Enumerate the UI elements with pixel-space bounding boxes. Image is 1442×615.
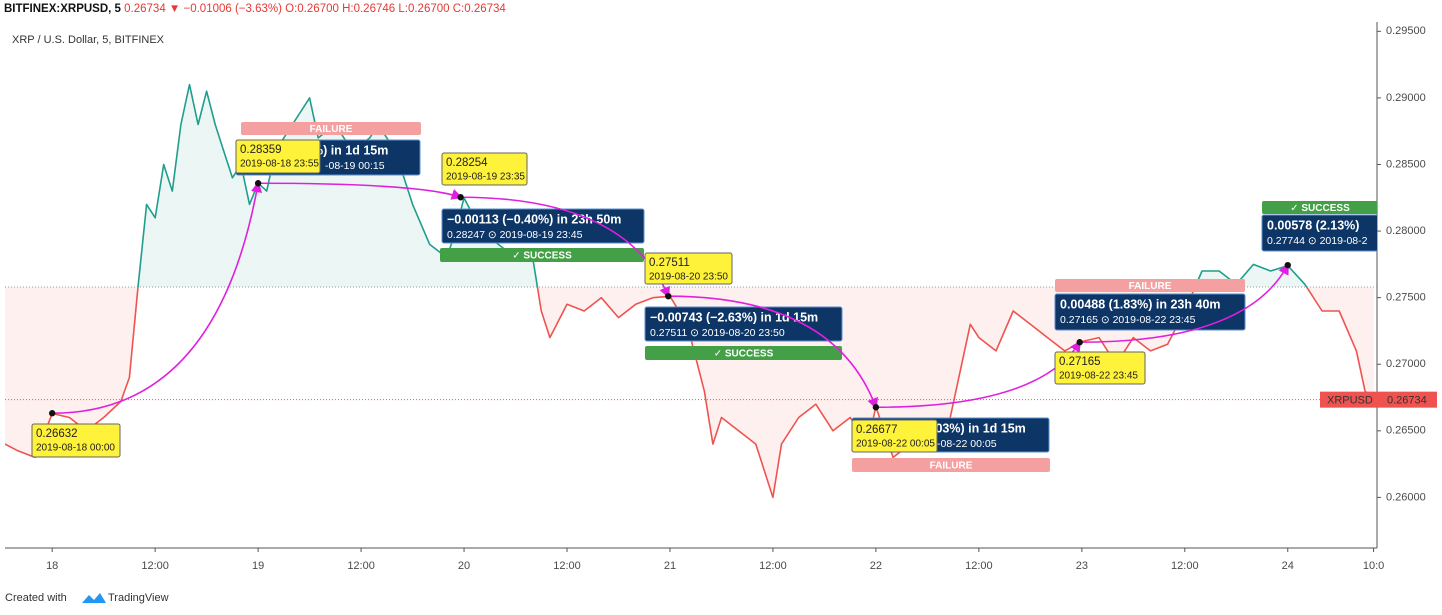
y-tick-label: 0.29000 xyxy=(1386,92,1426,104)
info-line: -08-19 00:15 xyxy=(325,160,385,172)
x-tick-label: 12:00 xyxy=(759,560,787,572)
footer-text: Created with xyxy=(5,592,67,604)
info-line: 0.28247 ⊙ 2019-08-19 23:45 xyxy=(447,229,583,241)
info-box xyxy=(1054,293,1246,331)
series-name: XRPUSD xyxy=(1327,395,1373,407)
header: BITFINEX:XRPUSD, 5 0.26734 ▼ −0.01006 (−… xyxy=(4,3,506,15)
last-price: 0.26734 xyxy=(124,3,166,15)
prediction-arrow xyxy=(1079,263,1289,344)
point-date: 2019-08-20 23:50 xyxy=(649,272,728,283)
plot: FAILURE 3%) in 1d 15m -08-19 00:15 ✓ SUCCES… xyxy=(5,83,1377,499)
point-date: 2019-08-22 00:05 xyxy=(856,439,935,450)
last-value-label: 0.26734 xyxy=(1387,395,1427,407)
x-tick-label: 12:00 xyxy=(1171,560,1199,572)
x-tick-label: 10:0 xyxy=(1363,560,1384,572)
x-tick-label: 22 xyxy=(870,560,882,572)
x-tick-label: 19 xyxy=(252,560,264,572)
point-dot xyxy=(254,180,262,187)
point-label-box xyxy=(851,419,938,453)
result-banner xyxy=(440,248,644,262)
point-label-box xyxy=(644,252,733,285)
result-label: FAILURE xyxy=(930,461,973,472)
info-box xyxy=(1261,214,1377,252)
close: C:0.26734 xyxy=(453,3,507,15)
price-tag xyxy=(1320,391,1437,408)
logo xyxy=(82,593,106,603)
result-label: ✓ SUCCESS xyxy=(714,349,774,360)
point-dot xyxy=(665,292,672,300)
info-line: 3%) in 1d 15m xyxy=(305,143,388,157)
point-price: 0.27165 xyxy=(1059,356,1101,368)
baseline-area xyxy=(5,84,1374,498)
point-price: 0.28359 xyxy=(240,144,282,156)
y-tick-label: 0.28000 xyxy=(1386,225,1426,237)
point-date: 2019-08-18 23:55 xyxy=(240,159,319,170)
axes: 0.26000 0.26500 0.27000 0.27500 0.28000 0.285… xyxy=(46,25,1437,572)
info-line: 0.00578 (2.13%) xyxy=(1267,218,1359,232)
point-dot xyxy=(872,404,880,411)
symbol: BITFINEX:XRPUSD, 5 xyxy=(4,3,122,15)
y-tick-label: 0.29500 xyxy=(1386,25,1426,37)
point-price: 0.26632 xyxy=(36,428,78,440)
change: ▼ −0.01006 (−3.63%) xyxy=(169,3,282,15)
info-box xyxy=(441,208,645,244)
prediction-arrow xyxy=(258,182,463,200)
x-tick-label: 12:00 xyxy=(965,560,993,572)
point-dot xyxy=(1284,261,1291,269)
point-price: 0.27511 xyxy=(649,257,690,269)
prediction-arrow xyxy=(52,181,263,415)
result-banner xyxy=(852,458,1050,472)
point-label-box xyxy=(235,139,321,174)
x-tick-label: 12:00 xyxy=(553,560,581,572)
point-label-box xyxy=(1054,351,1146,385)
footer-brand: TradingView xyxy=(108,592,169,604)
point-date: 2019-08-18 00:00 xyxy=(36,443,115,454)
high: H:0.26746 xyxy=(342,3,395,15)
footer: Created with TradingView xyxy=(5,592,169,604)
point-label-box xyxy=(441,152,528,186)
prediction-arrow xyxy=(668,295,879,410)
x-tick-label: 20 xyxy=(458,560,470,572)
point-date: 2019-08-19 23:35 xyxy=(446,172,525,183)
point-date: 2019-08-22 23:45 xyxy=(1059,371,1138,382)
info-box xyxy=(644,306,843,342)
x-tick-label: 18 xyxy=(46,560,58,572)
info-line: 0.27165 ⊙ 2019-08-22 23:45 xyxy=(1060,314,1196,326)
result-label: FAILURE xyxy=(1129,281,1172,292)
low: L:0.26700 xyxy=(398,3,449,15)
point-dot xyxy=(48,410,56,417)
point-dot xyxy=(1076,339,1083,346)
y-tick-label: 0.27500 xyxy=(1386,292,1426,304)
result-label: FAILURE xyxy=(310,124,353,135)
x-tick-label: 21 xyxy=(664,560,676,572)
x-tick-label: 12:00 xyxy=(347,560,375,572)
point-label-box xyxy=(31,423,121,458)
point-price: 0.28254 xyxy=(446,157,488,169)
chart-title: XRP / U.S. Dollar, 5, BITFINEX xyxy=(12,34,165,46)
result-banner xyxy=(645,346,842,360)
result-label: ✓ SUCCESS xyxy=(1290,203,1350,214)
point-price: 0.26677 xyxy=(856,424,898,436)
x-tick-label: 23 xyxy=(1076,560,1088,572)
result-banner xyxy=(1262,201,1377,214)
info-line: −0.00113 (−0.40%) in 23h 50m xyxy=(447,212,621,226)
y-tick-label: 0.26000 xyxy=(1386,491,1426,503)
x-tick-label: 24 xyxy=(1282,560,1294,572)
y-tick-label: 0.26500 xyxy=(1386,425,1426,437)
y-tick-label: 0.27000 xyxy=(1386,358,1426,370)
open: O:0.26700 xyxy=(285,3,339,15)
result-banner xyxy=(241,122,421,135)
result-label: ✓ SUCCESS xyxy=(512,251,572,262)
info-line: .03%) in 1d 15m xyxy=(932,421,1026,435)
x-tick-label: 12:00 xyxy=(141,560,169,572)
info-line: 0.27744 ⊙ 2019-08-2 xyxy=(1267,235,1368,247)
info-line: 0.00488 (1.83%) in 23h 40m xyxy=(1060,297,1221,311)
info-line: 0.27511 ⊙ 2019-08-20 23:50 xyxy=(650,327,785,339)
info-line: −0.00743 (−2.63%) in 1d 15m xyxy=(650,310,818,324)
result-banner xyxy=(1055,279,1245,292)
info-line: -08-22 00:05 xyxy=(937,438,997,450)
y-tick-label: 0.28500 xyxy=(1386,158,1426,170)
point-dot xyxy=(457,194,464,201)
